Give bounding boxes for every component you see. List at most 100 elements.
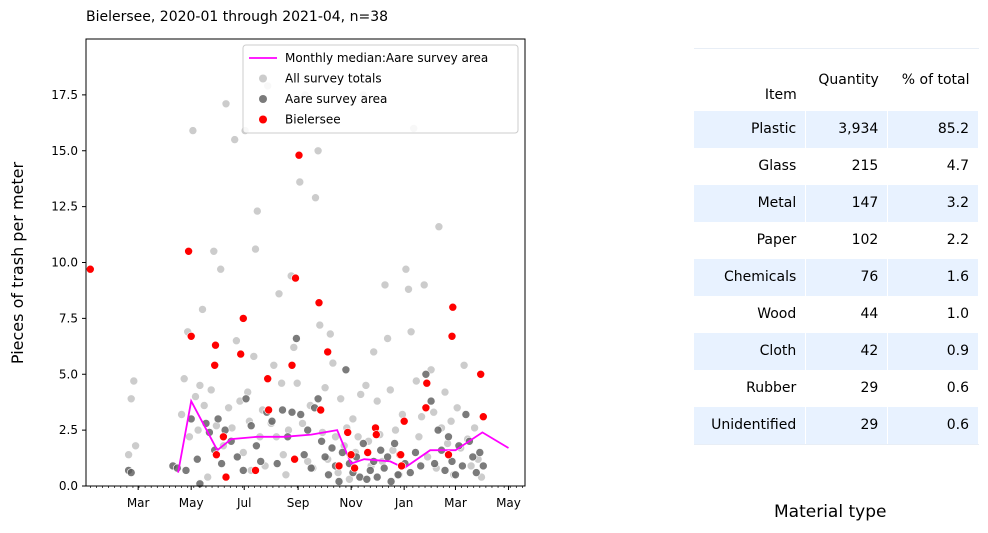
all-surveys-point <box>131 441 140 451</box>
cell-quantity: 42 <box>805 332 889 370</box>
bielersee-point <box>294 150 304 160</box>
chart-title: Bielersee, 2020-01 through 2021-04, n=38 <box>86 9 388 25</box>
plot-area <box>86 81 509 489</box>
aare-area-point <box>369 457 379 466</box>
x-tick-label: Mar <box>127 496 150 510</box>
cell-quantity: 29 <box>805 369 889 407</box>
y-tick-label: 5.0 <box>59 367 78 381</box>
cell-percent: 2.2 <box>887 221 979 259</box>
aare-area-point <box>317 436 326 446</box>
legend-entry-label: Aare survey area <box>285 92 387 106</box>
header-quantity: Quantity <box>805 48 888 111</box>
all-surveys-point <box>470 423 479 433</box>
table-row: Glass 215 4.7 <box>694 147 979 185</box>
all-surveys-point <box>177 410 186 419</box>
cell-percent: 85.2 <box>887 110 979 148</box>
all-surveys-point <box>303 457 313 466</box>
all-surveys-point <box>411 376 421 386</box>
median-line <box>177 398 509 473</box>
all-surveys-point <box>281 470 291 480</box>
all-surveys-point <box>401 264 411 274</box>
bielersee-point <box>350 463 359 473</box>
all-surveys-point <box>434 222 444 231</box>
all-surveys-point <box>452 403 462 413</box>
all-surveys-point <box>328 358 338 368</box>
aare-area-point <box>241 394 251 404</box>
aare-area-point <box>372 472 382 482</box>
all-surveys-point <box>446 416 456 426</box>
all-surveys-point <box>124 450 133 460</box>
all-surveys-point <box>372 396 382 406</box>
bielersee-point <box>476 369 486 379</box>
bielersee-point <box>184 247 193 256</box>
aare-area-point <box>379 463 389 473</box>
all-surveys-point <box>185 432 194 442</box>
aare-area-point <box>267 416 277 426</box>
cell-item: Metal <box>694 184 807 222</box>
aare-area-point <box>256 457 266 466</box>
bielersee-point <box>448 302 458 312</box>
cell-quantity: 102 <box>805 221 889 259</box>
aare-area-point <box>126 468 136 477</box>
aare-area-point <box>246 421 256 431</box>
aare-area-point <box>272 459 282 468</box>
bielersee-point <box>399 416 409 426</box>
table-caption: Material type <box>774 502 887 522</box>
all-surveys-point <box>311 193 320 202</box>
cell-item: Paper <box>694 221 807 259</box>
bielersee-point <box>236 349 245 359</box>
cell-percent: 0.6 <box>887 369 979 407</box>
all-surveys-point <box>209 247 219 256</box>
all-surveys-point <box>313 146 323 156</box>
cell-item: Wood <box>694 295 807 333</box>
all-surveys-point <box>230 135 239 144</box>
x-tick-label: Jul <box>236 496 251 510</box>
all-surveys-point <box>221 99 231 109</box>
all-surveys-point <box>414 432 424 442</box>
aare-area-point <box>296 410 306 419</box>
all-surveys-point <box>224 403 233 413</box>
all-surveys-point <box>199 401 209 410</box>
all-surveys-point <box>419 280 429 290</box>
bielersee-point <box>251 466 260 475</box>
aare-area-point <box>239 466 248 475</box>
bielersee-point <box>444 450 453 460</box>
cell-quantity: 76 <box>805 258 889 296</box>
all-surveys-point <box>353 432 363 442</box>
all-surveys-point <box>252 206 262 216</box>
all-surveys-point <box>232 336 241 346</box>
table-row: Paper 102 2.2 <box>694 221 979 259</box>
aare-area-point <box>444 432 453 442</box>
all-surveys-point <box>129 376 139 386</box>
table-row: Plastic 3,934 85.2 <box>694 110 979 148</box>
all-surveys-point <box>417 412 426 422</box>
aare-area-point <box>327 443 337 453</box>
aare-area-point <box>334 477 344 486</box>
bielersee-point <box>343 428 353 437</box>
all-surveys-point <box>336 394 346 404</box>
aare-area-point <box>313 394 323 404</box>
bielersee-point <box>334 461 344 471</box>
y-axis-label: Pieces of trash per meter <box>8 162 27 365</box>
all-surveys-point <box>348 414 358 424</box>
bielersee-point <box>346 450 356 460</box>
all-surveys-point <box>315 320 325 330</box>
cell-item: Rubber <box>694 369 807 407</box>
aare-area-point <box>365 466 375 475</box>
y-tick-label: 2.5 <box>59 423 78 437</box>
bielersee-point <box>221 472 231 482</box>
bielersee-point <box>421 403 431 413</box>
x-tick-label: Nov <box>339 496 362 510</box>
aare-area-point <box>233 452 242 462</box>
cell-quantity: 44 <box>805 295 889 333</box>
x-tick-label: May <box>179 496 204 510</box>
cell-quantity: 29 <box>805 406 889 445</box>
all-surveys-point <box>391 425 400 435</box>
bielersee-point <box>186 331 196 341</box>
all-surveys-point <box>179 374 189 384</box>
cell-quantity: 3,934 <box>805 110 889 148</box>
legend-marker-swatch <box>259 115 267 124</box>
bielersee-point <box>397 461 406 471</box>
all-surveys-point <box>295 177 305 187</box>
bielersee-point <box>263 374 273 384</box>
